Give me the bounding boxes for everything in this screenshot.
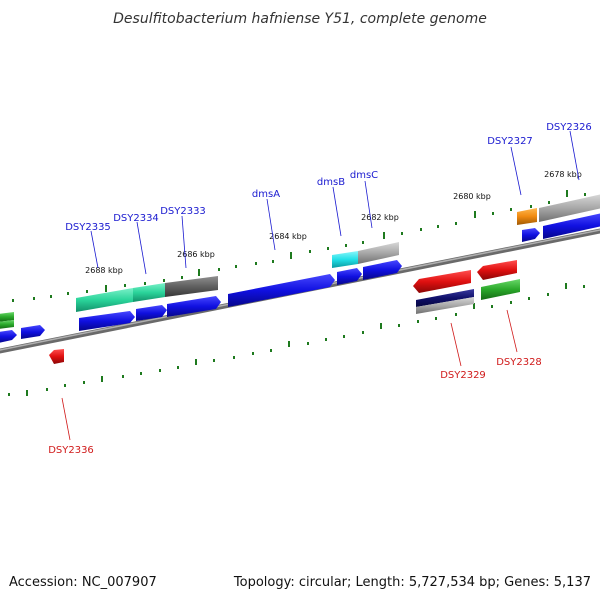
feature-block[interactable] (416, 289, 474, 307)
tick-label: 2688 kbp (85, 266, 123, 275)
feature-block[interactable] (539, 194, 600, 222)
feature-block[interactable] (0, 312, 14, 322)
leader-line (266, 198, 276, 251)
feature-block[interactable] (133, 283, 165, 302)
gene-label[interactable]: DSY2335 (65, 222, 111, 233)
gene-arrow-forward[interactable] (543, 213, 600, 239)
leader-line (510, 146, 522, 196)
tick-label: 2680 kbp (453, 192, 491, 201)
genome-summary-text: Topology: circular; Length: 5,727,534 bp… (233, 575, 591, 590)
feature-block[interactable] (165, 276, 218, 297)
tick-label: 2678 kbp (544, 170, 582, 179)
forward-strand-genes (0, 213, 600, 343)
gene-label[interactable]: DSY2329 (440, 370, 486, 381)
gene-arrow-forward[interactable] (136, 305, 167, 321)
gene-label[interactable]: dmsB (317, 177, 345, 188)
leader-line (364, 180, 373, 229)
tick-row-top (12, 190, 586, 302)
gene-arrow-reverse[interactable] (49, 349, 64, 364)
gene-arrow-forward[interactable] (167, 296, 221, 317)
leader-line (181, 215, 187, 269)
gene-arrow-forward[interactable] (21, 325, 45, 339)
gene-label[interactable]: dmsC (350, 170, 378, 181)
map-title: Desulfitobacterium hafniense Y51, comple… (113, 11, 487, 27)
gene-label[interactable]: DSY2328 (496, 357, 542, 368)
gene-arrow-reverse[interactable] (413, 270, 471, 293)
gene-arrow-forward[interactable] (337, 268, 362, 285)
tick-row-bottom (8, 283, 585, 396)
gene-label[interactable]: DSY2327 (487, 136, 533, 147)
feature-block[interactable] (358, 242, 399, 264)
leader-line (61, 397, 71, 441)
top-gene-labels: DSY2335 DSY2334 DSY2333 dmsA dmsB dmsC D… (65, 122, 592, 275)
leader-line (569, 130, 580, 181)
leader-line (450, 322, 462, 367)
feature-track (0, 194, 600, 329)
tick-label: 2686 kbp (177, 250, 215, 259)
gene-arrow-forward[interactable] (363, 260, 402, 280)
leader-line (332, 186, 342, 237)
leader-line (90, 230, 99, 269)
gene-label[interactable]: dmsA (252, 189, 280, 200)
reverse-strand-genes (49, 260, 520, 364)
feature-block[interactable] (0, 320, 14, 329)
leader-line (136, 221, 147, 275)
gene-arrow-forward[interactable] (79, 311, 135, 331)
bottom-gene-labels: DSY2336 DSY2329 DSY2328 (48, 309, 542, 456)
gene-label[interactable]: DSY2333 (160, 206, 206, 217)
feature-block[interactable] (76, 288, 133, 312)
gene-arrow-forward[interactable] (522, 228, 540, 242)
gene-label[interactable]: DSY2326 (546, 122, 592, 133)
gene-label[interactable]: DSY2334 (113, 213, 159, 224)
tick-label: 2684 kbp (269, 232, 307, 241)
tick-label: 2682 kbp (361, 213, 399, 222)
gene-arrow-forward[interactable] (0, 330, 17, 343)
leader-line (506, 309, 518, 353)
feature-block[interactable] (332, 251, 358, 268)
gene-arrow-reverse[interactable] (477, 260, 517, 280)
feature-block[interactable] (517, 208, 537, 225)
gene-arrow-forward[interactable] (228, 274, 335, 307)
accession-text: Accession: NC_007907 (9, 575, 157, 590)
gene-label[interactable]: DSY2336 (48, 445, 94, 456)
feature-block[interactable] (481, 279, 520, 300)
feature-block[interactable] (416, 297, 474, 314)
